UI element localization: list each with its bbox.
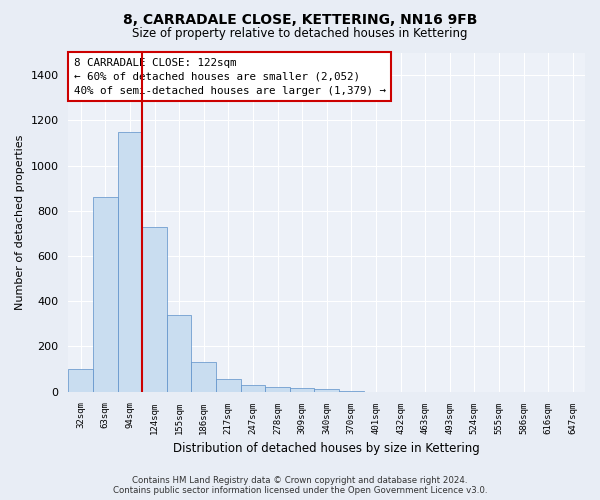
Bar: [290, 388, 314, 392]
Bar: [314, 390, 339, 392]
Bar: [68, 369, 93, 392]
Bar: [167, 315, 191, 392]
X-axis label: Distribution of detached houses by size in Kettering: Distribution of detached houses by size …: [173, 442, 480, 455]
Text: 8, CARRADALE CLOSE, KETTERING, NN16 9FB: 8, CARRADALE CLOSE, KETTERING, NN16 9FB: [123, 12, 477, 26]
Bar: [241, 385, 265, 392]
Text: 8 CARRADALE CLOSE: 122sqm
← 60% of detached houses are smaller (2,052)
40% of se: 8 CARRADALE CLOSE: 122sqm ← 60% of detac…: [74, 58, 386, 96]
Y-axis label: Number of detached properties: Number of detached properties: [15, 134, 25, 310]
Bar: [265, 387, 290, 392]
Text: Contains HM Land Registry data © Crown copyright and database right 2024.
Contai: Contains HM Land Registry data © Crown c…: [113, 476, 487, 495]
Text: Size of property relative to detached houses in Kettering: Size of property relative to detached ho…: [132, 28, 468, 40]
Bar: [191, 362, 216, 392]
Bar: [216, 380, 241, 392]
Bar: [118, 132, 142, 392]
Bar: [93, 197, 118, 392]
Bar: [142, 226, 167, 392]
Bar: [339, 390, 364, 392]
